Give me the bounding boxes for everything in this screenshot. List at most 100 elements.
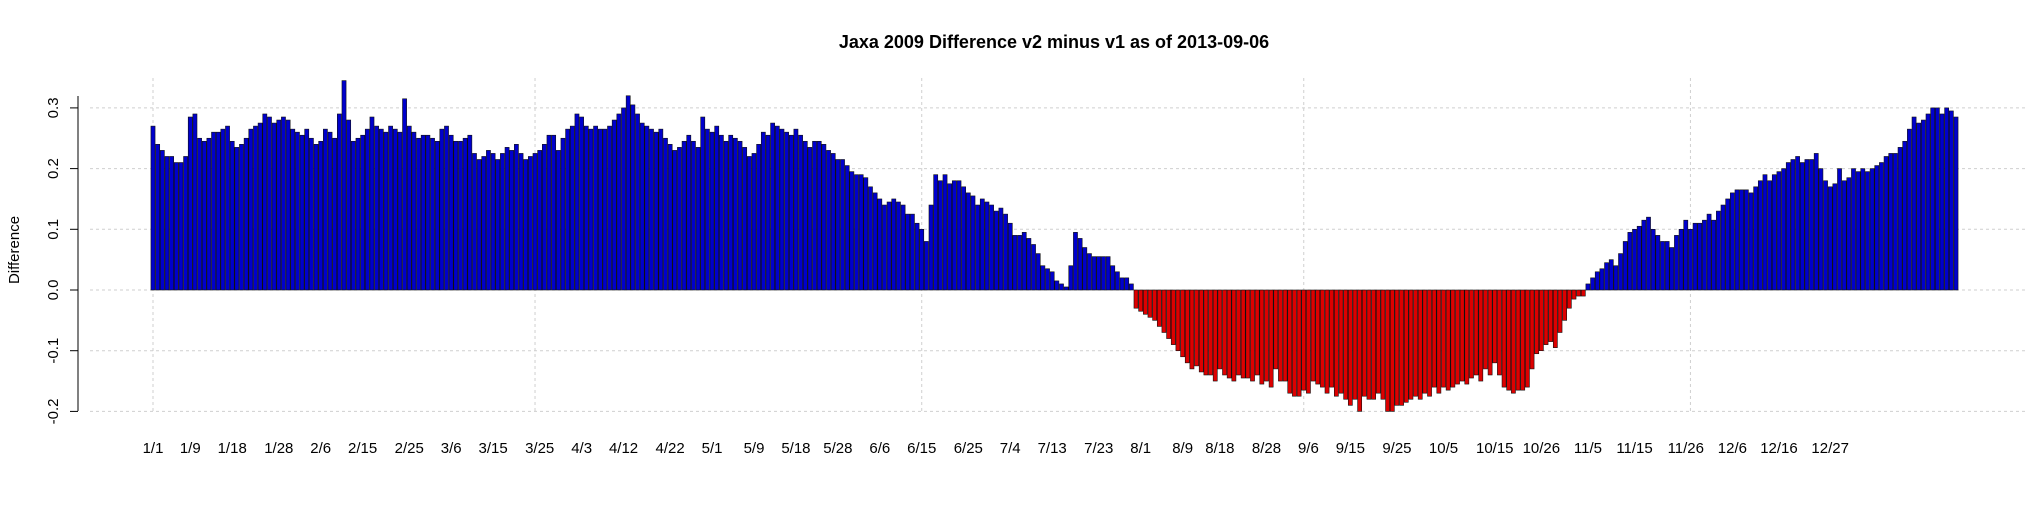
bar: [858, 174, 864, 291]
bar: [1827, 186, 1833, 291]
bar: [211, 131, 216, 291]
bar: [579, 116, 584, 291]
bar: [1222, 289, 1227, 376]
bar: [164, 156, 170, 291]
bar: [257, 122, 263, 291]
bar: [1599, 268, 1605, 291]
bar: [1953, 116, 1959, 291]
bar: [1483, 289, 1488, 370]
bar: [1301, 289, 1307, 391]
bar: [1152, 289, 1158, 321]
bar: [593, 125, 598, 291]
bar: [621, 107, 626, 291]
bar: [434, 140, 440, 291]
bar: [1143, 289, 1148, 315]
bar: [1096, 256, 1102, 291]
bar: [849, 171, 855, 291]
bar: [313, 144, 319, 291]
bar: [854, 174, 859, 291]
bar: [341, 80, 347, 291]
bar: [448, 134, 454, 291]
bar: [1529, 289, 1535, 370]
bar: [1702, 219, 1707, 291]
bar: [411, 131, 417, 291]
bar: [1296, 289, 1302, 397]
bar: [1380, 289, 1386, 400]
bar: [1520, 289, 1526, 391]
bar: [1282, 289, 1288, 382]
bar: [1469, 289, 1474, 379]
bar: [1697, 222, 1703, 291]
bar: [169, 156, 174, 291]
x-tick-label: 5/18: [781, 440, 810, 457]
bar: [807, 147, 813, 291]
bar: [737, 140, 743, 291]
bar: [309, 137, 314, 291]
x-tick-label: 9/25: [1382, 440, 1411, 457]
x-tick-label: 6/25: [954, 440, 983, 457]
bar: [1175, 289, 1181, 352]
bar: [816, 140, 822, 291]
bar: [1166, 289, 1171, 339]
bar: [1408, 289, 1414, 400]
bar: [337, 113, 342, 291]
bar: [914, 222, 920, 291]
bar: [905, 213, 911, 291]
bar: [928, 204, 934, 291]
bar: [1771, 174, 1777, 291]
bar: [742, 147, 748, 291]
bar: [1315, 289, 1321, 385]
bar: [220, 128, 226, 291]
bar: [644, 125, 650, 291]
bar: [271, 122, 277, 291]
bar: [705, 128, 710, 291]
bar: [998, 207, 1004, 291]
bar: [709, 131, 715, 291]
bar: [1306, 289, 1311, 394]
bar: [756, 144, 762, 291]
bar: [206, 137, 212, 291]
bar: [1292, 289, 1297, 397]
bar: [1264, 289, 1269, 382]
bar: [1860, 168, 1866, 291]
bar: [1688, 229, 1693, 291]
bar: [1375, 289, 1381, 394]
bar: [541, 144, 547, 291]
bar: [346, 119, 352, 291]
bar: [1739, 189, 1745, 291]
bar: [1897, 147, 1903, 291]
bar: [243, 137, 249, 291]
bar: [1762, 174, 1768, 291]
bar: [360, 134, 366, 291]
x-tick-label: 4/3: [571, 440, 592, 457]
x-tick-label: 10/26: [1523, 440, 1561, 457]
x-tick-label: 4/12: [609, 440, 638, 457]
x-tick-label: 2/15: [348, 440, 377, 457]
bar: [1492, 289, 1498, 364]
bar: [1874, 165, 1880, 291]
bar: [1683, 219, 1689, 291]
bar: [1604, 262, 1609, 291]
bar: [150, 125, 156, 291]
bar: [1841, 180, 1847, 291]
bar: [500, 153, 505, 291]
bar: [462, 137, 468, 291]
bar: [1511, 289, 1516, 394]
bar: [159, 150, 165, 291]
bar: [868, 186, 873, 291]
bar: [495, 159, 501, 291]
bar: [1632, 229, 1637, 291]
bar: [1730, 192, 1735, 291]
x-tick-label: 3/6: [441, 440, 462, 457]
bar: [700, 116, 706, 291]
bar: [1436, 289, 1442, 394]
bar: [1795, 156, 1800, 291]
bar: [723, 140, 729, 291]
bar: [1660, 241, 1665, 291]
bar: [1636, 225, 1642, 291]
bar: [844, 165, 850, 291]
x-tick-label: 7/4: [1000, 440, 1021, 457]
bar: [1189, 289, 1195, 370]
x-tick-label: 8/1: [1130, 440, 1151, 457]
